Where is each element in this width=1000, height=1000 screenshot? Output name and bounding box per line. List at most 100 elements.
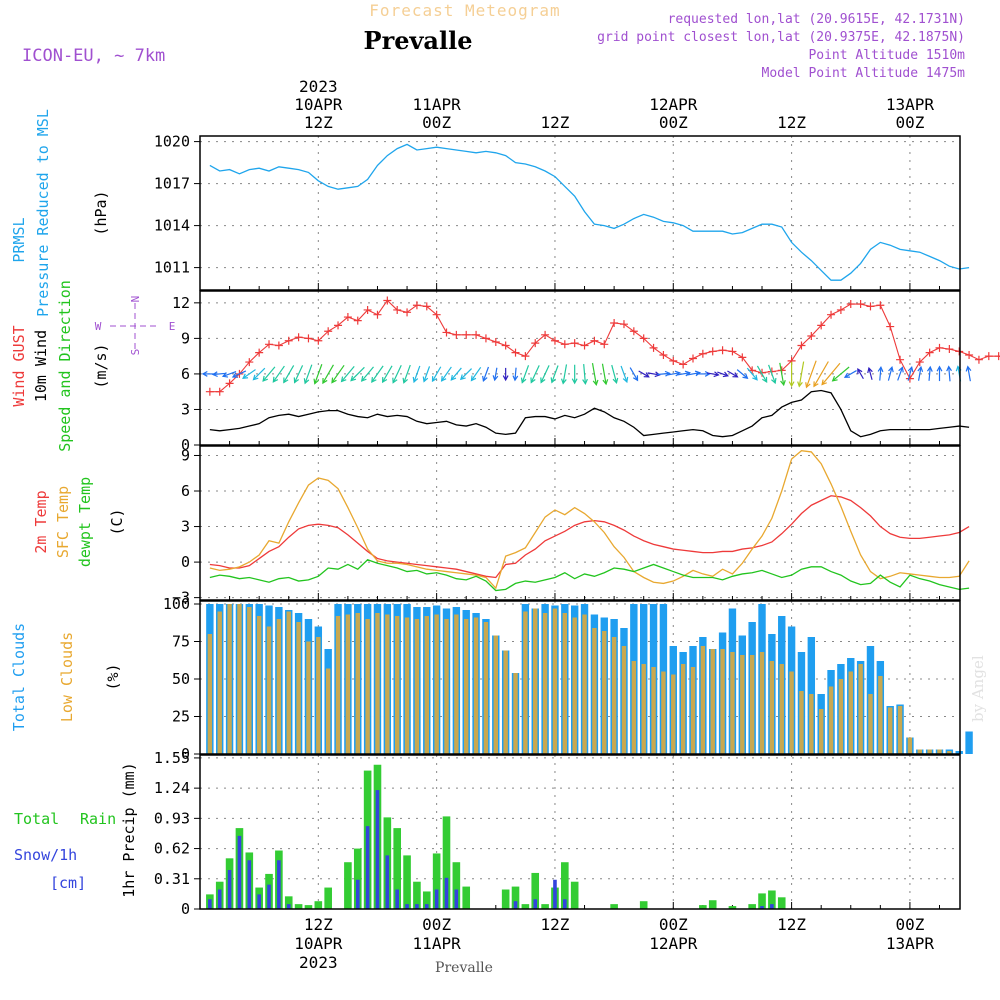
low-cloud-bar	[907, 737, 913, 754]
low-cloud-bar	[503, 650, 508, 754]
gust-marker	[541, 330, 550, 339]
wind-arrow-shaft	[494, 367, 498, 381]
wind-arrow-shaft	[540, 365, 550, 383]
wind-arrow	[242, 369, 256, 379]
snow-bar	[434, 889, 439, 909]
gust-marker	[984, 352, 993, 361]
low-cloud-bar	[740, 655, 745, 754]
wind-arrow-head	[540, 377, 546, 384]
bottom-time-label: 00Z	[422, 915, 451, 934]
wind-arrow-head	[907, 366, 914, 373]
low-cloud-bar	[818, 709, 824, 754]
gust-marker	[974, 355, 983, 364]
wind-arrow-shaft	[798, 361, 805, 387]
wind-arrow-shaft	[666, 372, 680, 376]
low-cloud-bar	[947, 751, 952, 754]
wind-arrow-shaft	[907, 367, 913, 381]
plot-layer: 1011101410171020036912−30369025507510000…	[154, 77, 1000, 972]
wind-arrow-head	[340, 376, 347, 383]
wind-arrow	[431, 366, 442, 383]
wind-arrow-shaft	[482, 366, 490, 382]
prmsl-label: PRMSL	[10, 217, 28, 262]
low-cloud-bar	[542, 613, 548, 754]
wind-arrow	[887, 366, 894, 381]
wind-arrow-shaft	[530, 365, 540, 383]
gust-marker	[274, 341, 283, 350]
snow-bar	[277, 860, 281, 909]
wind-arrow-head	[360, 375, 367, 382]
wind-arrow	[788, 361, 795, 388]
prmsl-desc-label: Pressure Reduced to MSL	[34, 109, 52, 317]
wind-arrow	[470, 366, 482, 382]
wind-arrow-head	[654, 371, 661, 378]
wind-arrow-head	[492, 375, 499, 382]
snow-bar	[375, 790, 380, 909]
wind-arrow	[350, 366, 365, 382]
wind-arrow-head	[431, 376, 438, 383]
wind-arrow-shaft	[392, 364, 402, 383]
wind-arrow-head	[211, 371, 218, 378]
low-clouds-label: Low Clouds	[58, 632, 76, 722]
rain-bar	[699, 905, 707, 909]
wind-arrow-shaft	[917, 366, 922, 381]
gust-marker	[205, 387, 214, 396]
gust-marker	[896, 355, 905, 364]
gust-marker	[452, 330, 461, 339]
gust-marker	[689, 354, 697, 363]
wind-arrow	[867, 366, 873, 380]
bottom-station-label: Prevalle	[435, 960, 493, 976]
bottom-time-label: 00Z	[895, 915, 924, 934]
gust-marker	[343, 313, 352, 322]
wind-arrow-shaft	[294, 365, 304, 383]
rain-bar	[413, 881, 421, 909]
wind-arrow-shaft	[382, 365, 393, 383]
wind-arrow	[857, 368, 864, 380]
wind-arrow-shaft	[746, 367, 758, 381]
wind-arrow-shaft	[423, 366, 431, 382]
wind-arrow-shaft	[232, 370, 247, 378]
wind-arrow	[821, 362, 841, 386]
wind-arrow	[252, 367, 266, 381]
dewpt-line	[209, 558, 970, 592]
dew-label: dewpt Temp	[76, 477, 94, 567]
wind-arrow-shaft	[591, 363, 597, 385]
gust-marker	[284, 336, 293, 345]
snow-bar	[208, 899, 212, 909]
wind-arrow-head	[422, 376, 429, 383]
wind-arrow-head	[965, 365, 972, 372]
snow-bar	[267, 884, 271, 909]
gust-marker	[876, 301, 885, 310]
wind-arrow	[382, 365, 393, 384]
wind-arrow	[512, 367, 519, 382]
wind-arrow-shaft	[727, 370, 738, 378]
wind-arrow-shaft	[638, 370, 650, 378]
low-cloud-bar	[897, 706, 903, 754]
gust-marker	[629, 327, 638, 336]
wind-arrow-head	[898, 366, 904, 373]
wind-arrow-head	[867, 366, 873, 374]
wind-arrow-shaft	[706, 372, 719, 376]
wind-arrow	[322, 364, 334, 385]
wind-arrow-head	[221, 372, 229, 378]
low-cloud-bar	[325, 668, 331, 754]
wind-arrow-head	[382, 377, 388, 384]
wind-arrow	[520, 365, 530, 384]
wind-arrow-shaft	[768, 364, 776, 384]
wind-arrow	[450, 367, 462, 381]
bottom-time-label: 2023	[299, 953, 338, 972]
gust-marker	[472, 330, 481, 339]
precip-labels: Total Rain Snow/1h [cm] 1hr Precip (mm)	[14, 762, 138, 897]
gust-marker	[403, 308, 412, 317]
low-cloud-bar	[878, 676, 883, 754]
wind-arrow-shaft	[242, 369, 256, 379]
wind-arrow-shaft	[253, 367, 266, 381]
y-tick-label: 6	[181, 482, 190, 500]
station-title: Prevalle	[364, 26, 473, 55]
low-cloud-bar	[523, 611, 528, 754]
wind-arrow	[331, 364, 345, 384]
model-label: ICON-EU, ~ 7km	[22, 46, 165, 66]
wind-arrow-head	[813, 381, 819, 388]
wind-arrow-head	[571, 378, 578, 385]
rain-bar	[570, 881, 579, 909]
low-cloud-bar	[671, 674, 676, 754]
